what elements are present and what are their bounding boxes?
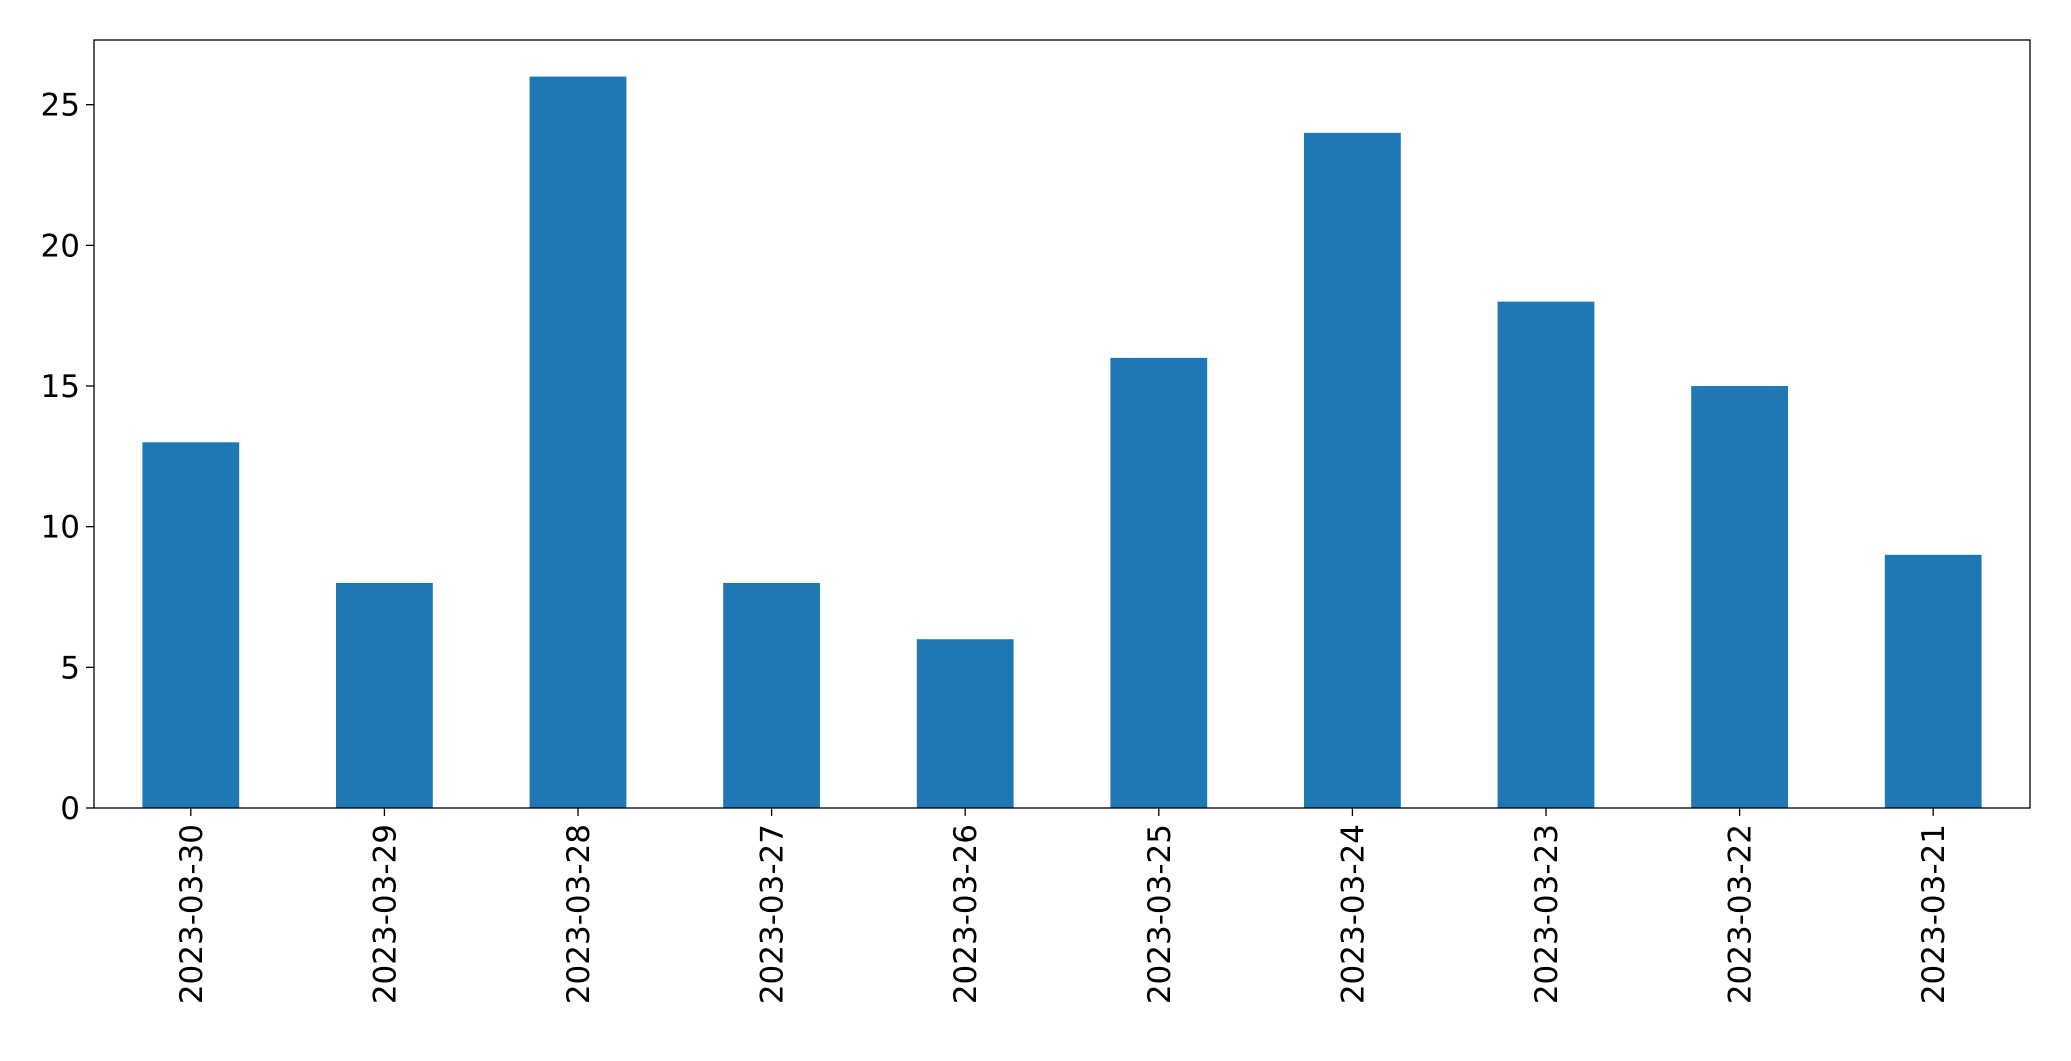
x-tick-label: 2023-03-27	[755, 824, 791, 1004]
bar	[1691, 386, 1788, 808]
y-tick-label: 5	[60, 650, 80, 686]
y-tick-label: 20	[41, 228, 80, 264]
bar	[142, 442, 240, 808]
bar	[336, 582, 433, 808]
x-tick-label: 2023-03-22	[1723, 824, 1759, 1004]
bar	[1497, 301, 1595, 808]
x-tick-label: 2023-03-30	[174, 824, 210, 1004]
x-tick-label: 2023-03-25	[1142, 824, 1178, 1004]
x-tick-label: 2023-03-24	[1335, 824, 1371, 1004]
x-tick-label: 2023-03-29	[367, 824, 403, 1004]
y-tick-label: 0	[60, 791, 80, 827]
y-tick-label: 10	[41, 510, 80, 546]
x-tick-label: 2023-03-26	[948, 824, 984, 1004]
x-tick-label: 2023-03-21	[1916, 824, 1952, 1004]
x-tick-label: 2023-03-28	[561, 824, 597, 1004]
bar	[529, 76, 627, 809]
bar	[1110, 357, 1208, 808]
plot-frame	[93, 39, 2031, 809]
y-tick-label: 25	[41, 88, 80, 124]
y-tick-label: 15	[41, 369, 80, 405]
bar	[916, 639, 1014, 808]
x-tick-label: 2023-03-23	[1529, 824, 1565, 1004]
bar	[723, 582, 820, 808]
bar	[1304, 132, 1401, 809]
bar	[1884, 554, 1982, 808]
